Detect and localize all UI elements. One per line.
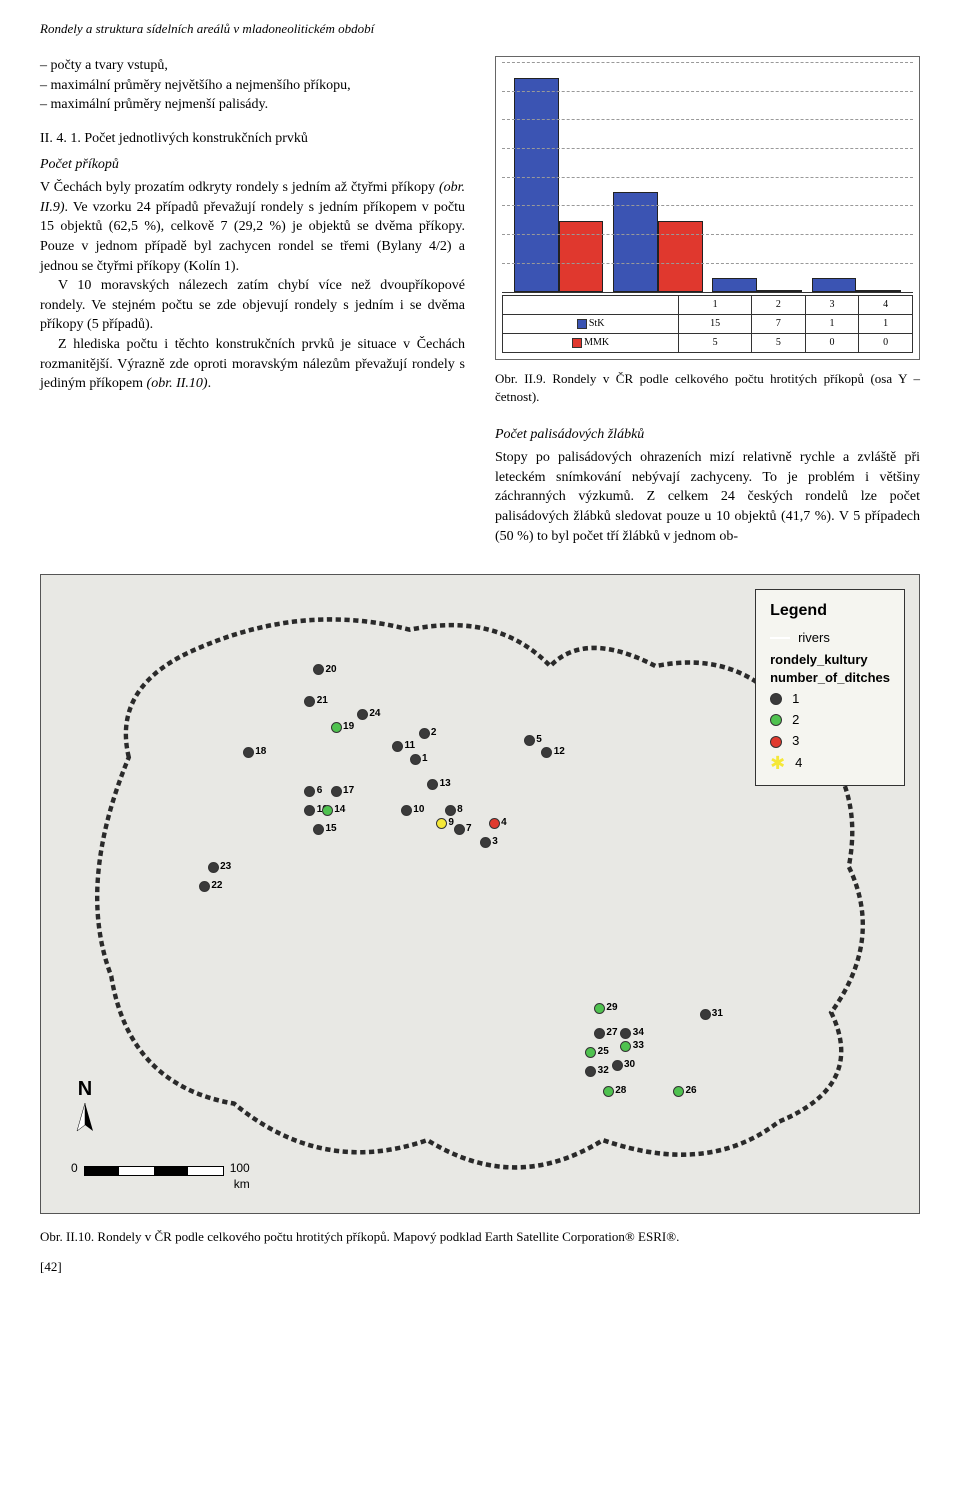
text: . [208,376,212,391]
paragraph: Z hlediska počtu i těchto konstrukčních … [40,335,465,394]
caption-text: Rondely v ČR podle celkového počtu hroti… [495,371,920,404]
table-cell: 7 [752,315,806,334]
table-header: 4 [859,296,913,315]
caption-label: Obr. II.9. [495,371,546,386]
text: MMK [584,337,609,348]
scale-zero: 0 [71,1160,78,1177]
caption-label: Obr. II.10. [40,1229,94,1244]
table-header [503,296,679,315]
scale-value: 100 [230,1160,250,1177]
left-column: počty a tvary vstupů, maximální průměry … [40,56,465,546]
figure-caption: Obr. II.9. Rondely v ČR podle celkového … [495,370,920,406]
figure-caption: Obr. II.10. Rondely v ČR podle celkového… [40,1228,920,1246]
scale-unit: km [71,1176,250,1193]
table-header: 2 [752,296,806,315]
text: . Ve vzorku 24 případů převažují rondely… [40,200,465,274]
table-row: MMK 5 5 0 0 [503,334,913,353]
caption-text: Rondely v ČR podle celkového počtu hroti… [94,1229,679,1244]
river-line-icon [770,637,790,639]
chart-data-table: 1 2 3 4 StK 15 7 1 1 MMK 5 5 0 0 [502,295,913,353]
paragraph: Stopy po palisádových ohrazeních mizí re… [495,448,920,546]
legend-title: Legend [770,600,890,622]
two-column-layout: počty a tvary vstupů, maximální průměry … [40,56,920,546]
map-figure: 2021192418112151261716141513108974323222… [40,574,920,1214]
legend-row: rivers [770,629,890,647]
right-column: 1 2 3 4 StK 15 7 1 1 MMK 5 5 0 0 [495,56,920,546]
table-header: 3 [805,296,859,315]
list-item: maximální průměry nejmenší palisády. [40,95,465,115]
legend-layer: rondely_kultury [770,651,890,669]
table-cell: 0 [859,334,913,353]
table-cell: 15 [679,315,752,334]
swatch-icon [577,319,587,329]
text: StK [589,318,605,329]
subheading: Počet palisádových žlábků [495,425,920,445]
text: Z hlediska počtu i těchto konstrukčních … [40,337,465,391]
text: V Čechách byly prozatím odkryty rondely … [40,180,439,195]
spacer [495,407,920,425]
section-heading: II. 4. 1. Počet jednotlivých konstrukční… [40,129,465,149]
scale-track [84,1166,224,1176]
paragraph: V 10 moravských nálezech zatím chybí víc… [40,276,465,335]
legend-attr: number_of_ditches [770,669,890,687]
table-cell: 5 [679,334,752,353]
figure-ref: (obr. II.10) [147,376,208,391]
table-cell: 5 [752,334,806,353]
legend-label: rivers [798,629,830,647]
paragraph: V Čechách byly prozatím odkryty rondely … [40,178,465,276]
legend-items: 123✱4 [770,690,890,772]
subheading: Počet příkopů [40,155,465,175]
list-item: maximální průměry největšího a nejmenšíh… [40,76,465,96]
swatch-icon [572,338,582,348]
series-label: StK [503,315,679,334]
bullet-list: počty a tvary vstupů, maximální průměry … [40,56,465,115]
table-cell: 1 [805,315,859,334]
table-row: 1 2 3 4 [503,296,913,315]
scale-bar: 0 100 km [71,1160,250,1194]
table-cell: 1 [859,315,913,334]
list-item: počty a tvary vstupů, [40,56,465,76]
chart-plot-area [502,63,913,293]
page-number: [42] [40,1258,920,1276]
table-cell: 0 [805,334,859,353]
north-arrow-icon: N [71,1075,99,1143]
running-header: Rondely a struktura sídelních areálů v m… [40,20,920,38]
bar-chart: 1 2 3 4 StK 15 7 1 1 MMK 5 5 0 0 [495,56,920,360]
map-legend: Legend rivers rondely_kultury number_of_… [755,589,905,786]
table-header: 1 [679,296,752,315]
table-row: StK 15 7 1 1 [503,315,913,334]
series-label: MMK [503,334,679,353]
north-label: N [71,1075,99,1103]
